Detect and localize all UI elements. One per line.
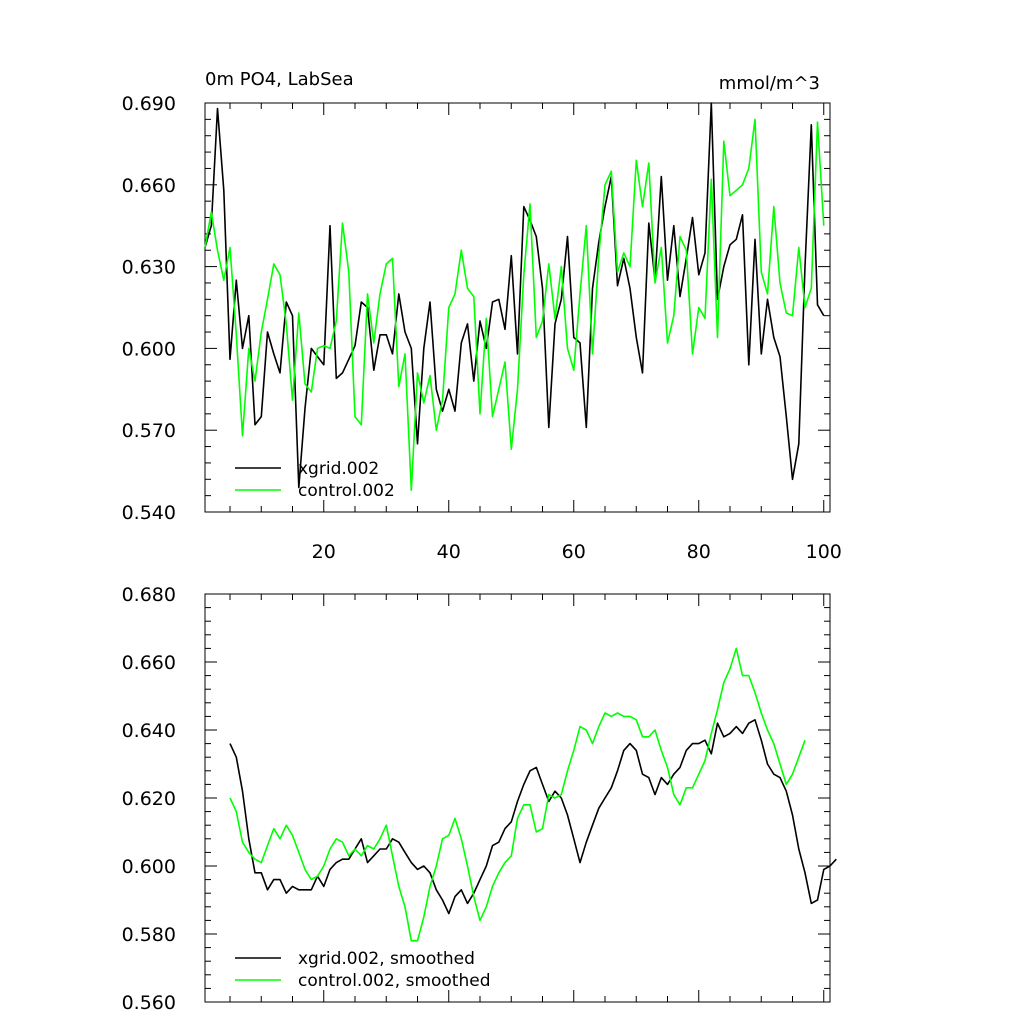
chart-title: 0m PO4, LabSea [205, 69, 354, 90]
legend-label: control.002 [298, 481, 395, 501]
chart-panel-1: 0.540 0.570 0.600 0.630 0.660 0.690 20 40 60 80 10… [122, 69, 842, 563]
y-tick-label: 0.580 [122, 924, 176, 946]
y-tick-label: 0.640 [122, 720, 176, 742]
legend-label: xgrid.002 [298, 459, 379, 479]
x-tick-label: 60 [562, 541, 586, 563]
legend-label: xgrid.002, smoothed [298, 949, 475, 969]
x-tick-label: 20 [312, 541, 336, 563]
units-label: mmol/m^3 [719, 73, 820, 94]
y-tick-label: 0.570 [122, 420, 176, 442]
x-tick-label: 40 [437, 541, 461, 563]
series-line-control-002-smoothed [229, 647, 806, 942]
y-tick-label: 0.690 [122, 93, 176, 115]
x-tick-label: 80 [687, 541, 711, 563]
y-tick-label: 0.660 [122, 175, 176, 197]
series-line-xgrid-002 [204, 102, 825, 489]
plot-frame [204, 102, 831, 513]
y-tick-label: 0.630 [122, 257, 176, 279]
legend-label: control.002, smoothed [298, 971, 491, 991]
series-line-xgrid-002-smoothed [229, 718, 837, 915]
y-tick-label: 0.540 [122, 502, 176, 524]
y-tick-label: 0.620 [122, 788, 176, 810]
x-tick-label: 100 [806, 541, 842, 563]
y-tick-label: 0.600 [122, 856, 176, 878]
y-tick-label: 0.680 [122, 584, 176, 606]
y-tick-label: 0.660 [122, 652, 176, 674]
series-line-control-002 [204, 118, 825, 492]
y-tick-label: 0.560 [122, 992, 176, 1014]
chart-panel-2: 0.560 0.580 0.600 0.620 0.640 0.660 0.680 xgrid… [122, 584, 837, 1014]
y-tick-label: 0.600 [122, 338, 176, 360]
